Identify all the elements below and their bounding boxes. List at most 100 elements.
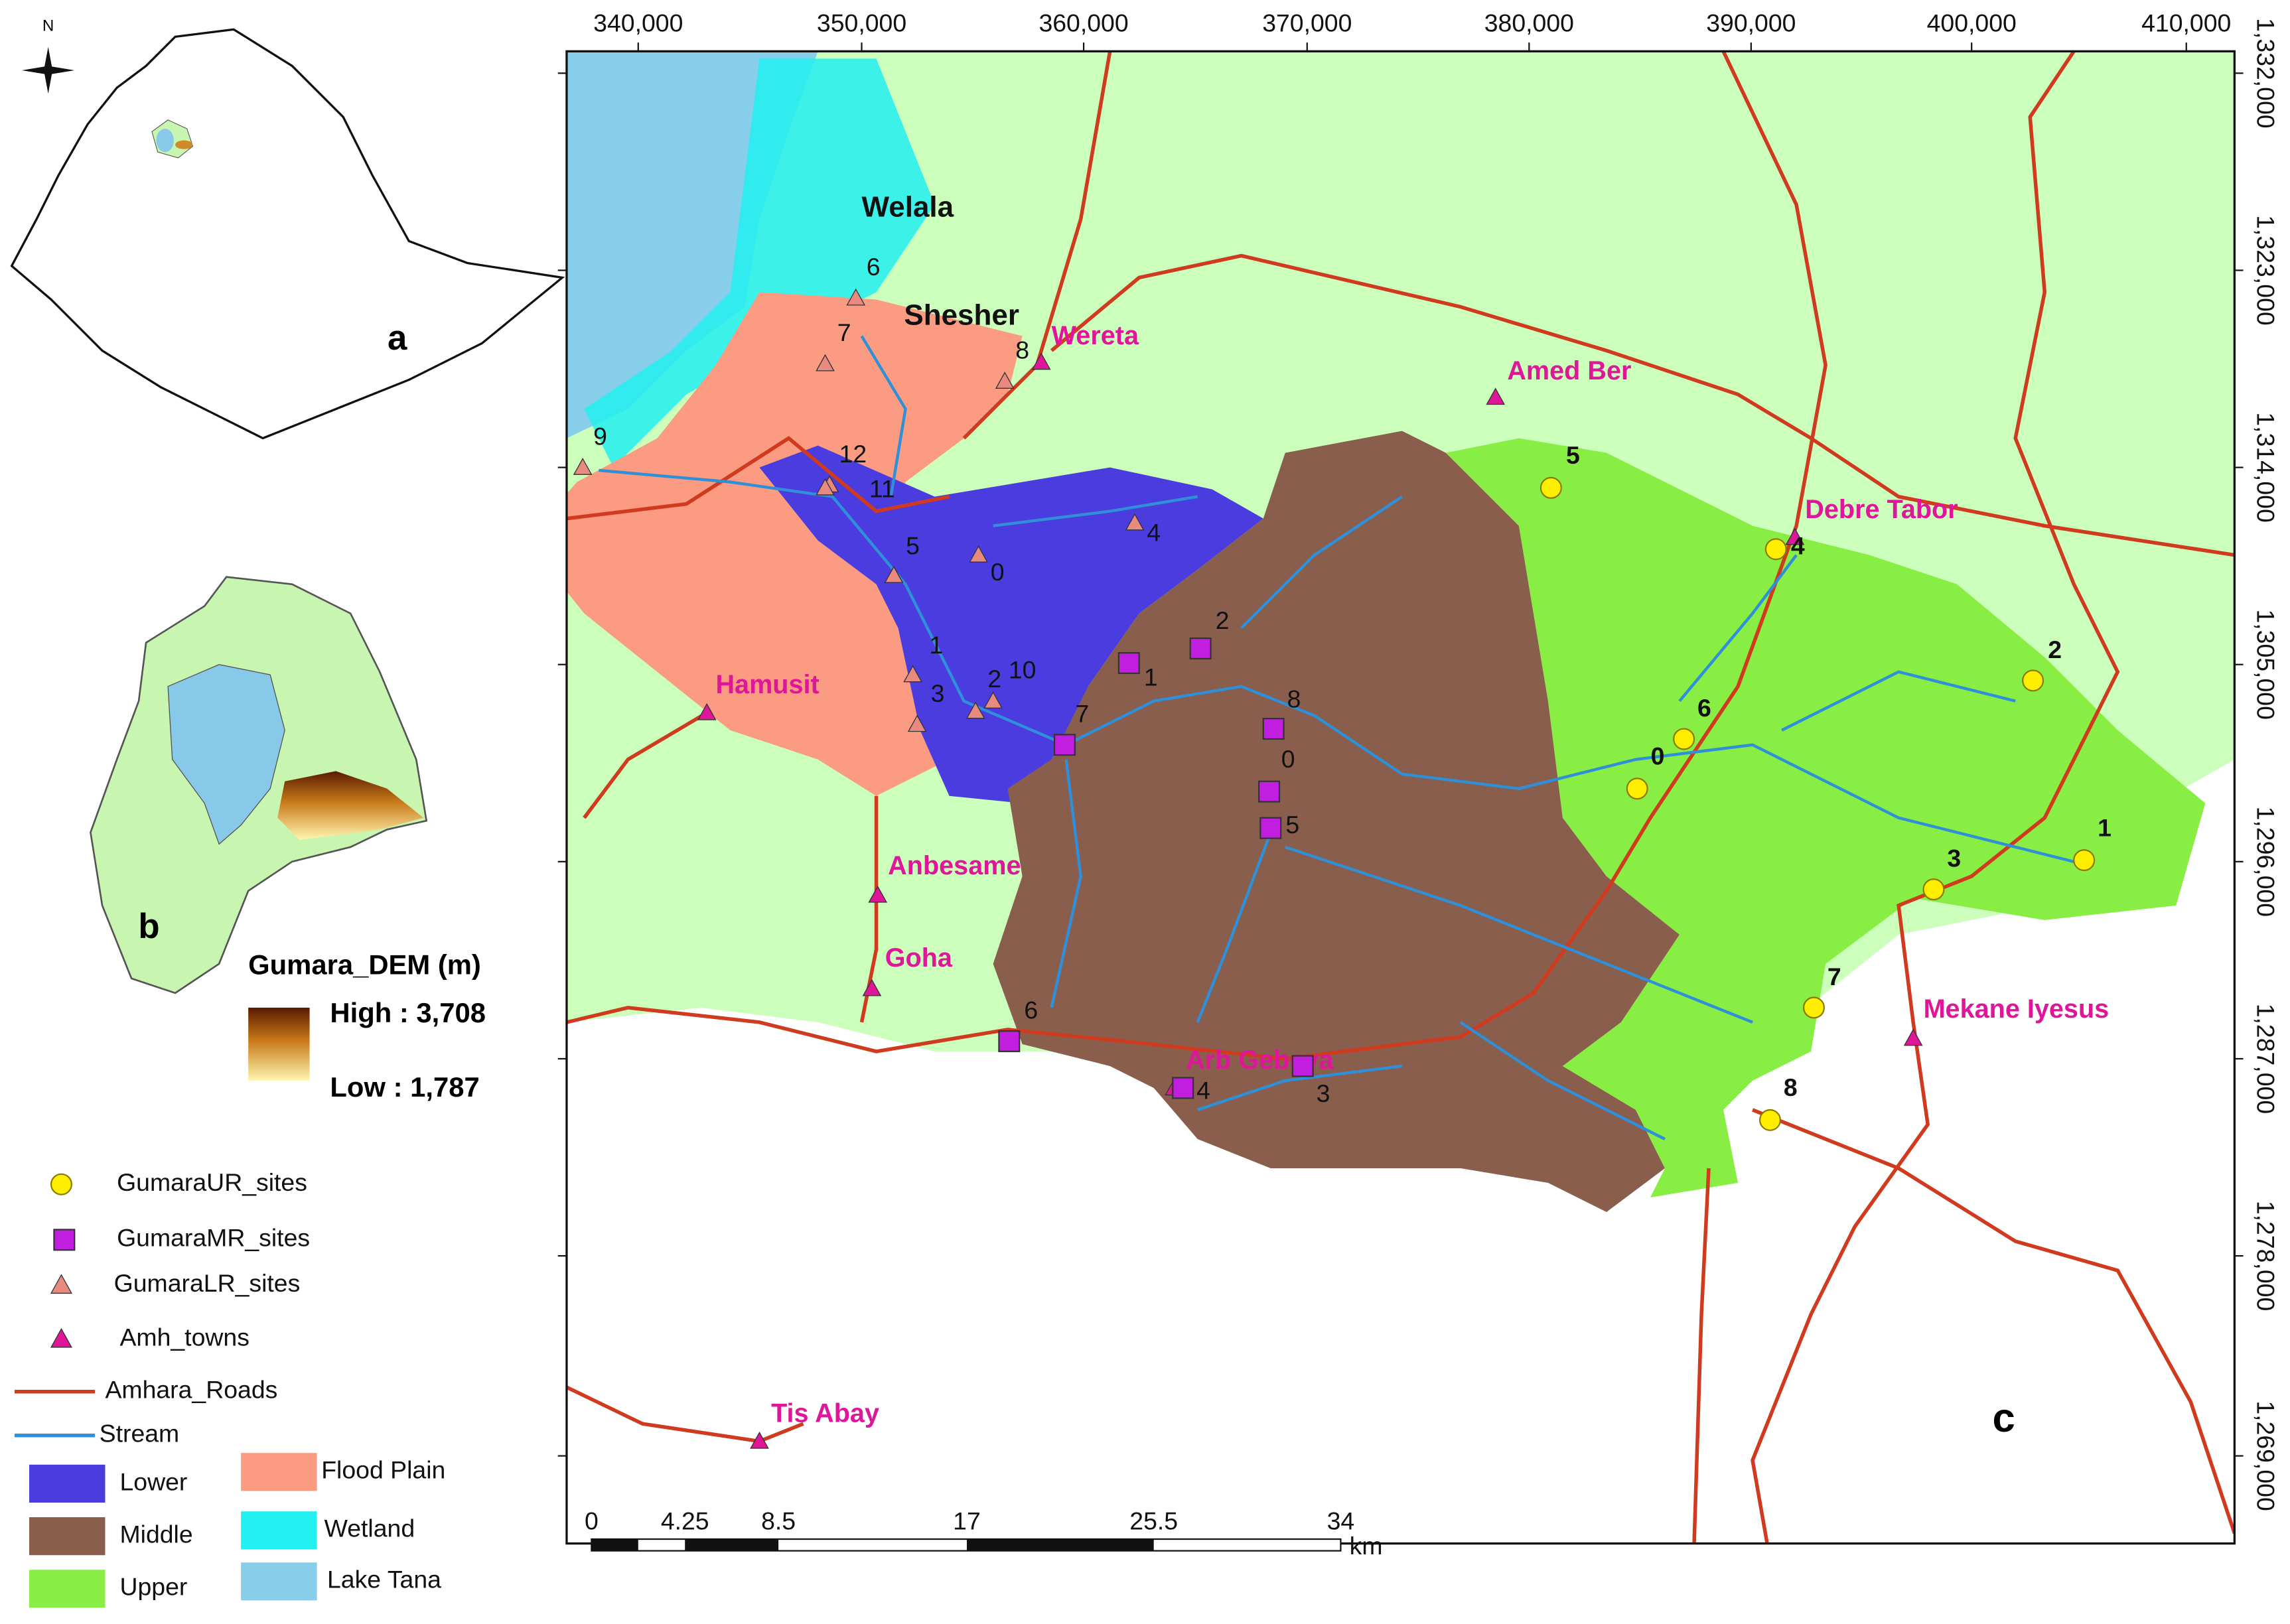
lr-site-label: 10 <box>1009 656 1037 684</box>
mr-site-label: 0 <box>1281 745 1295 773</box>
ur-site <box>1758 1109 1781 1131</box>
mr-site-label: 4 <box>1196 1076 1210 1104</box>
ur-site-label: 1 <box>2098 813 2111 841</box>
y-tick-label: 1,332,000 <box>2252 18 2280 128</box>
place-label: Welala <box>862 191 954 224</box>
scale-unit: km <box>1350 1532 1383 1560</box>
legend-label: Lower <box>119 1467 187 1495</box>
mr-site <box>1053 734 1076 756</box>
mr-site-label: 7 <box>1075 700 1089 728</box>
place-label: Shesher <box>904 299 1019 332</box>
scale-tick-label: 17 <box>953 1507 981 1535</box>
legend-swatch <box>29 1517 106 1556</box>
ur-site-label: 5 <box>1566 441 1580 469</box>
triangle-marker <box>995 372 1015 389</box>
place-label: Debre Tabor <box>1805 495 1958 524</box>
legend-label: Wetland <box>324 1515 415 1542</box>
triangle-marker <box>903 665 922 683</box>
panel-label: c <box>1992 1395 2015 1441</box>
lr-site-label: 12 <box>839 440 867 468</box>
y-tick-label: 1,323,000 <box>2252 215 2280 325</box>
mr-site-label: 2 <box>1216 606 1230 634</box>
x-tick-label: 370,000 <box>1262 9 1352 37</box>
triangle-marker <box>907 714 927 732</box>
streams <box>599 335 2074 1140</box>
legend-swatch <box>241 1511 317 1550</box>
lr-site-label: 0 <box>991 558 1005 586</box>
y-tick-label: 1,287,000 <box>2252 1004 2280 1114</box>
triangle-marker <box>50 1327 72 1348</box>
dem-swatch <box>248 1007 310 1081</box>
triangle-marker <box>1031 352 1051 370</box>
mr-site-label: 6 <box>1024 996 1038 1024</box>
x-tick-label: 350,000 <box>817 9 906 37</box>
legend-label: Stream <box>100 1420 180 1448</box>
panel-label: a <box>388 318 407 358</box>
ur-site <box>2073 849 2096 872</box>
mr-site-label: 3 <box>1317 1079 1330 1107</box>
scale-tick-label: 34 <box>1327 1507 1355 1535</box>
annotations: 340,000 350,000 360,000 370,000 380,000 390,0… <box>15 9 2280 1608</box>
ur-site-label: 7 <box>1827 963 1841 990</box>
ur-site <box>1764 538 1787 561</box>
mr-site-label: 8 <box>1287 685 1301 713</box>
legend-label: Middle <box>119 1521 192 1548</box>
scale-tick-label: 25.5 <box>1129 1507 1178 1535</box>
mr-site <box>1258 780 1281 803</box>
lr-site-label: 8 <box>1015 336 1029 364</box>
triangle-marker <box>862 979 882 996</box>
scale-tick-label: 0 <box>585 1507 599 1535</box>
mr-site <box>998 1030 1021 1053</box>
triangle-marker <box>846 288 866 306</box>
mr-site <box>1262 718 1285 740</box>
mr-site-label: 1 <box>1144 663 1158 691</box>
dem-high: High : 3,708 <box>330 997 486 1028</box>
scale-bar-segment <box>685 1539 779 1551</box>
place-label: Wereta <box>1052 321 1139 350</box>
place-label: Mekane Iyesus <box>1924 994 2110 1024</box>
lr-site-label: 1 <box>929 631 943 659</box>
mr-site <box>1291 1055 1314 1077</box>
ur-site <box>2022 669 2044 692</box>
legend-label: Lake Tana <box>327 1566 441 1593</box>
mr-site <box>1259 817 1282 839</box>
lr-site-label: 2 <box>987 665 1001 693</box>
triangle-marker <box>750 1432 769 1449</box>
legend-swatch <box>29 1570 106 1608</box>
triangle-marker <box>50 1274 72 1294</box>
place-label: Hamusit <box>715 670 819 699</box>
triangle-marker <box>983 691 1003 709</box>
legend-label: Amhara_Roads <box>105 1376 277 1404</box>
mr-site <box>1189 637 1212 660</box>
dem-low: Low : 1,787 <box>330 1071 479 1103</box>
ur-site <box>1922 878 1945 901</box>
place-label: Anbesame <box>888 851 1021 880</box>
roads <box>566 51 2235 1544</box>
triangle-marker <box>966 701 985 719</box>
legend-symbol <box>53 1229 76 1251</box>
lr-site-label: 7 <box>837 318 851 346</box>
scale-bar-segment <box>591 1539 638 1551</box>
lr-site-label: 9 <box>593 422 607 450</box>
scale-tick-label: 8.5 <box>761 1507 796 1535</box>
legend-label: GumaraLR_sites <box>114 1269 301 1297</box>
legend-symbol <box>50 1173 72 1195</box>
ur-site <box>1673 728 1695 750</box>
lr-site-label: 3 <box>931 679 945 707</box>
lr-site-label: 5 <box>906 532 920 560</box>
triangle-marker <box>1903 1028 1923 1046</box>
north-label: N <box>42 17 54 34</box>
triangle-marker <box>1785 527 1805 545</box>
ur-site-label: 4 <box>1791 532 1805 560</box>
north-arrow: N <box>22 17 75 94</box>
inset-ethiopia: N <box>10 17 565 440</box>
place-label: Amed Ber <box>1507 356 1631 385</box>
legend-swatch <box>241 1453 317 1491</box>
scale-tick-label: 4.25 <box>661 1507 709 1535</box>
legend-label: Amh_towns <box>119 1323 249 1351</box>
y-tick-label: 1,305,000 <box>2252 609 2280 719</box>
inset-basin <box>90 576 428 994</box>
y-tick-label: 1,269,000 <box>2252 1400 2280 1511</box>
y-tick-label: 1,296,000 <box>2252 807 2280 917</box>
